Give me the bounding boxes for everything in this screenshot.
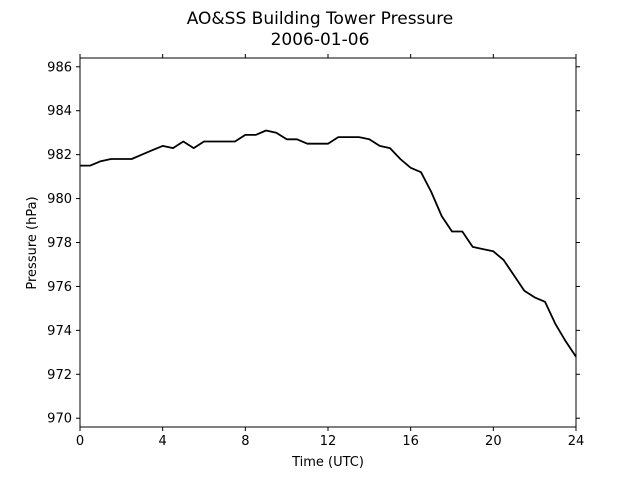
x-tick-label: 16 — [402, 434, 419, 449]
x-tick-label: 4 — [159, 434, 167, 449]
chart-subtitle: 2006-01-06 — [271, 30, 370, 50]
x-tick-label: 12 — [320, 434, 337, 449]
plot-frame — [79, 57, 577, 428]
pressure-series-line — [80, 129, 577, 358]
x-tick-label: 0 — [76, 434, 84, 449]
x-tick-label: 20 — [485, 434, 502, 449]
y-tick-label: 980 — [47, 192, 72, 207]
y-tick-label: 984 — [47, 104, 72, 119]
x-tick-label: 8 — [241, 434, 249, 449]
y-tick-label: 982 — [47, 148, 72, 163]
y-tick-label: 974 — [47, 324, 72, 339]
y-tick-label: 970 — [47, 412, 72, 427]
y-tick-label: 972 — [47, 368, 72, 383]
y-tick-label: 986 — [47, 60, 72, 75]
x-axis-label: Time (UTC) — [291, 455, 364, 470]
y-tick-label: 976 — [47, 280, 72, 295]
plot-area: 0 4 8 12 16 20 24 970 972 974 976 978 980 982 984 986 — [47, 54, 584, 449]
y-tick-label: 978 — [47, 236, 72, 251]
x-tick-label: 24 — [568, 434, 585, 449]
y-axis-label: Pressure (hPa) — [25, 196, 40, 289]
chart-title: AO&SS Building Tower Pressure — [187, 9, 454, 29]
